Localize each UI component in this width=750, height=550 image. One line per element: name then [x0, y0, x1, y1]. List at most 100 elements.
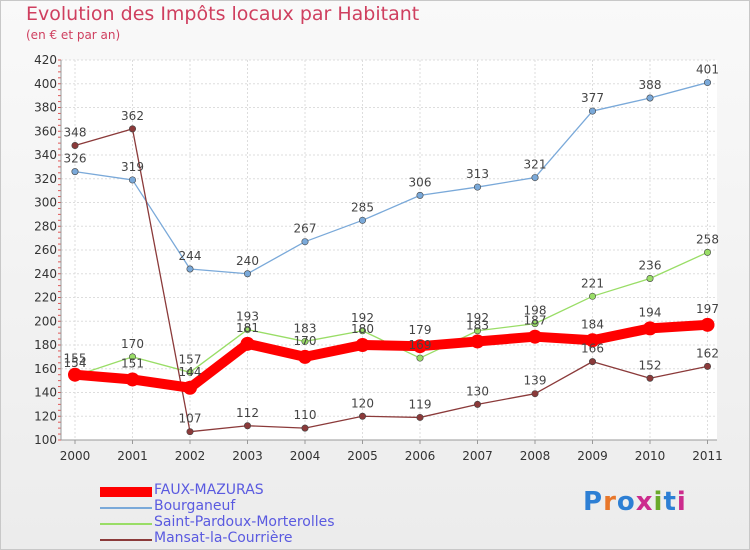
legend-item-3: Mansat-la-Courrière [100, 530, 400, 548]
x-tick-label: 2009 [577, 449, 608, 463]
point-0-11 [700, 317, 715, 332]
point-1-0 [71, 168, 79, 176]
y-tick-label: 140 [34, 386, 57, 400]
point-2-6 [416, 354, 424, 362]
logo-letter: o [616, 487, 636, 517]
y-tick-label: 280 [34, 219, 57, 233]
point-0-10 [643, 321, 657, 336]
y-tick-label: 400 [34, 77, 57, 91]
axes: 100 120 140 160 180 200 220 240 260 280 300 320 340 3… [34, 53, 723, 463]
legend-item-2: Saint-Pardoux-Morterolles [100, 514, 400, 532]
data-label-3-6: 119 [409, 397, 432, 411]
point-0-5 [355, 338, 370, 352]
data-label-2-9: 221 [581, 276, 604, 290]
data-label-3-4: 110 [294, 408, 317, 422]
data-label-2-1: 170 [121, 337, 144, 351]
point-1-6 [416, 191, 424, 199]
data-label-3-8: 139 [524, 374, 547, 388]
x-tick-label: 2002 [175, 449, 206, 463]
data-label-3-3: 112 [236, 406, 259, 420]
point-1-3 [244, 270, 252, 278]
data-label-0-11: 197 [696, 302, 719, 316]
data-label-3-1: 362 [121, 109, 144, 123]
data-label-1-6: 306 [409, 175, 432, 189]
data-label-2-4: 183 [294, 321, 317, 335]
data-label-1-3: 240 [236, 254, 259, 268]
logo-letter: x [635, 487, 654, 517]
point-0-4 [298, 349, 312, 364]
legend-label: Saint-Pardoux-Morterolles [154, 514, 335, 530]
x-tick-label: 2011 [692, 449, 723, 463]
data-label-1-0: 326 [64, 152, 87, 166]
y-tick-label: 260 [34, 243, 57, 257]
data-label-3-2: 107 [179, 412, 202, 426]
y-tick-label: 420 [34, 53, 57, 67]
data-label-1-1: 319 [121, 160, 144, 174]
legend-label: Bourganeuf [154, 498, 236, 514]
y-tick-label: 180 [34, 338, 57, 352]
data-label-2-8: 198 [524, 304, 547, 318]
point-3-8 [531, 390, 539, 398]
data-label-0-10: 194 [639, 305, 662, 319]
point-1-10 [646, 94, 654, 102]
chart-subtitle: (en € et par an) [26, 28, 121, 42]
point-3-10 [646, 374, 654, 382]
point-3-7 [473, 400, 481, 408]
x-tick-label: 2007 [462, 449, 493, 463]
data-label-1-9: 377 [581, 91, 604, 105]
data-label-2-7: 192 [466, 311, 489, 325]
point-0-6 [413, 339, 427, 354]
x-tick-label: 2006 [405, 449, 436, 463]
point-0-8 [528, 329, 542, 344]
legend-swatch [100, 523, 152, 525]
data-label-0-5: 180 [351, 322, 374, 336]
series-line-3 [74, 128, 708, 433]
point-1-11 [703, 79, 711, 87]
data-label-0-9: 184 [581, 317, 604, 331]
point-3-9 [588, 358, 596, 366]
data-label-0-2: 144 [179, 365, 202, 379]
data-label-1-11: 401 [696, 63, 719, 77]
data-label-0-3: 181 [236, 321, 259, 335]
point-2-5 [358, 327, 366, 335]
y-tick-label: 160 [34, 362, 57, 376]
point-3-5 [358, 412, 366, 420]
point-2-11 [703, 248, 711, 256]
legend-label: Mansat-la-Courrière [154, 530, 293, 546]
point-3-0 [71, 142, 79, 150]
y-tick-label: 340 [34, 148, 57, 162]
point-2-2 [186, 368, 194, 376]
data-label-1-8: 321 [524, 158, 547, 172]
data-label-0-6: 179 [409, 323, 432, 337]
data-label-3-9: 166 [581, 342, 604, 356]
x-tick-label: 2008 [520, 449, 551, 463]
data-label-1-5: 285 [351, 200, 374, 214]
y-tick-label: 320 [34, 172, 57, 186]
data-label-1-10: 388 [639, 78, 662, 92]
legend: FAUX-MAZURAS Bourganeuf Saint-Pardoux-Mort… [100, 482, 400, 548]
y-tick-label: 120 [34, 409, 57, 423]
point-2-7 [473, 327, 481, 335]
point-0-9 [585, 333, 600, 348]
legend-swatch [100, 539, 152, 541]
grid [61, 59, 717, 441]
x-tick-label: 2000 [60, 449, 91, 463]
x-tick-label: 2005 [347, 449, 378, 463]
point-3-11 [703, 362, 711, 370]
legend-item-0: FAUX-MAZURAS [100, 482, 400, 500]
y-tick-label: 300 [34, 196, 57, 210]
point-3-1 [129, 125, 137, 133]
point-0-2 [183, 380, 197, 395]
point-2-3 [244, 326, 252, 334]
x-tick-label: 2004 [290, 449, 321, 463]
point-1-9 [588, 107, 596, 115]
legend-item-1: Bourganeuf [100, 498, 400, 516]
point-1-8 [531, 174, 539, 182]
y-tick-label: 220 [34, 291, 57, 305]
logo-letter: P [583, 487, 604, 517]
series [68, 79, 715, 436]
data-label-0-0: 155 [64, 352, 87, 366]
data-label-1-7: 313 [466, 167, 489, 181]
